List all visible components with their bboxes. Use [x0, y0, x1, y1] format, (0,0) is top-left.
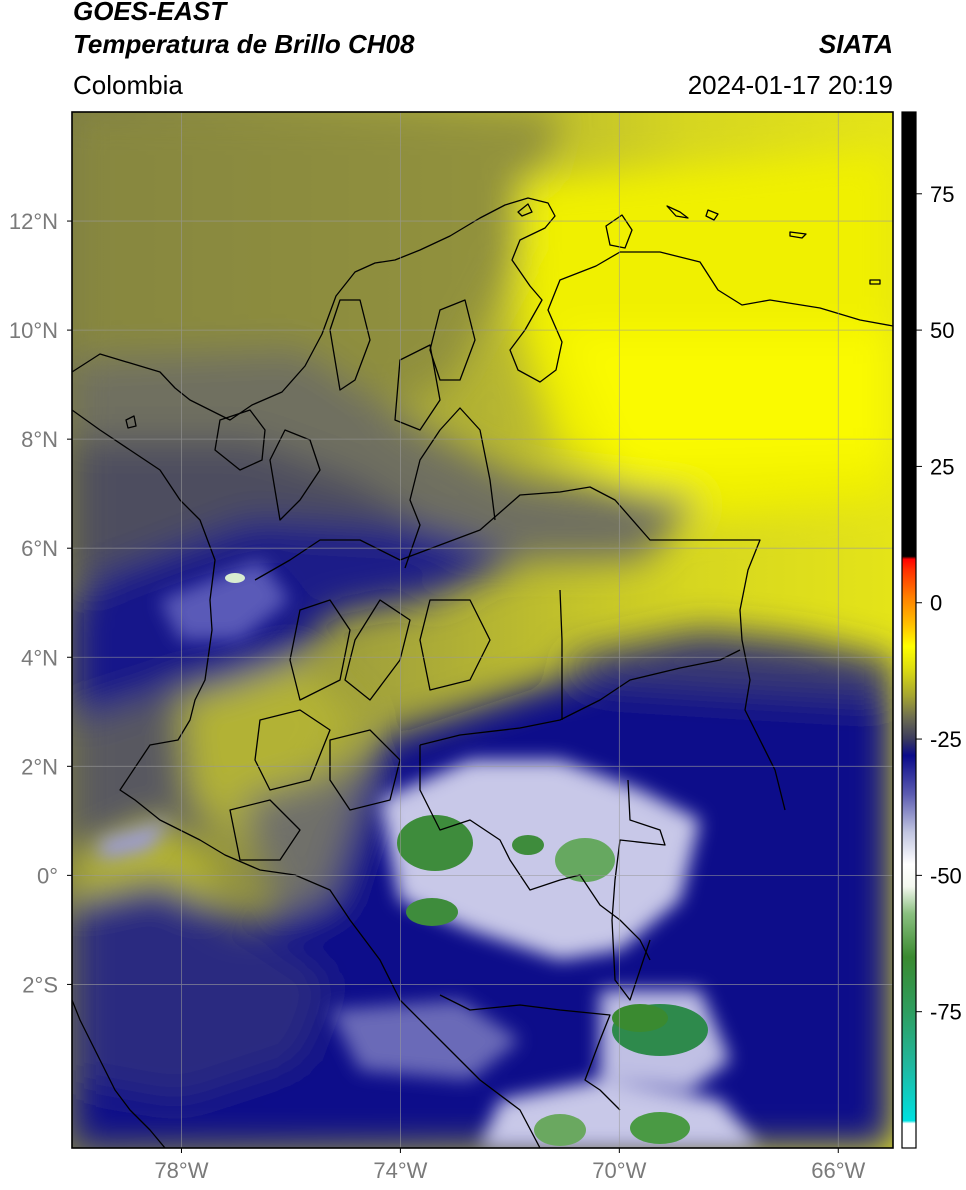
lat-tick-label: 6°N: [21, 536, 58, 561]
region-label: Colombia: [73, 70, 183, 100]
coastlines-and-borders: [72, 197, 893, 1148]
colorbar-ticks: 75 50 25 0 -25 -50 -75: [916, 182, 962, 1025]
lat-tick-label: 8°N: [21, 427, 58, 452]
colorbar-tick-label: 25: [930, 454, 954, 479]
organization-label: SIATA: [818, 29, 893, 59]
colorbar-tick-label: 75: [930, 182, 954, 207]
latitude-ticks: 12°N 10°N 8°N 6°N 4°N 2°N 0° 2°S: [9, 209, 72, 997]
colorbar-tick-label: -75: [930, 1000, 962, 1025]
lon-tick-label: 66°W: [811, 1158, 865, 1183]
satellite-title: GOES-EAST: [73, 0, 227, 26]
lat-tick-label: 10°N: [9, 318, 58, 343]
lon-tick-label: 70°W: [592, 1158, 646, 1183]
lat-tick-label: 12°N: [9, 209, 58, 234]
brightness-temperature-field: [72, 112, 893, 1148]
lat-tick-label: 4°N: [21, 645, 58, 670]
product-title: Temperatura de Brillo CH08: [73, 29, 415, 59]
colorbar-ramp: [901, 111, 917, 1149]
convective-cores: [225, 573, 708, 1146]
gridlines: [72, 112, 893, 1148]
lon-tick-label: 78°W: [154, 1158, 208, 1183]
colorbar: 75 50 25 0 -25 -50 -75: [901, 111, 962, 1149]
longitude-ticks: 78°W 74°W 70°W 66°W: [154, 1148, 866, 1183]
colorbar-tick-label: -50: [930, 863, 962, 888]
lat-tick-label: 0°: [37, 863, 58, 888]
map-frame: [71, 111, 894, 1149]
lat-tick-label: 2°S: [22, 972, 58, 997]
colorbar-tick-label: -25: [930, 727, 962, 752]
lon-tick-label: 74°W: [373, 1158, 427, 1183]
colorbar-tick-label: 50: [930, 318, 954, 343]
colorbar-tick-label: 0: [930, 591, 942, 616]
timestamp-label: 2024-01-17 20:19: [687, 70, 893, 100]
lat-tick-label: 2°N: [21, 754, 58, 779]
